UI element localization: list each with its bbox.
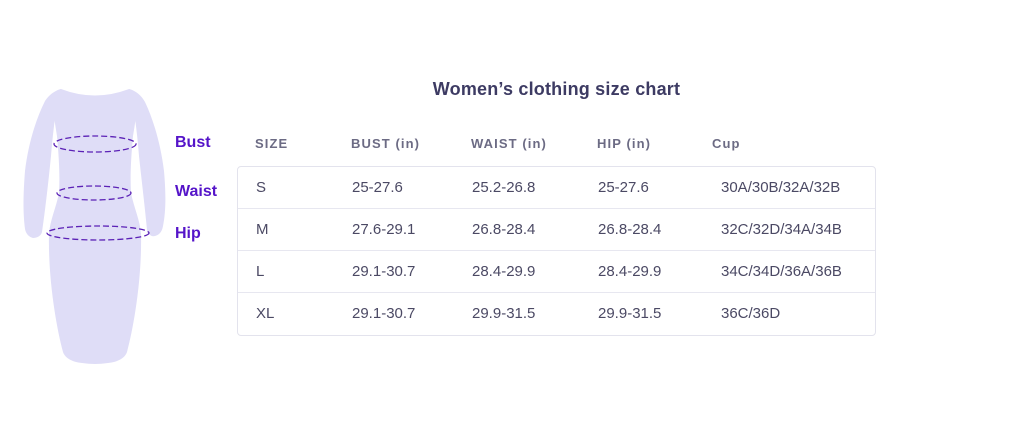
dress-right-sleeve-shape <box>129 89 166 237</box>
hip-label: Hip <box>175 225 201 242</box>
cell-bust: 29.1-30.7 <box>352 263 416 280</box>
column-header-cup: Cup <box>712 136 741 151</box>
waist-measure-line <box>56 185 132 201</box>
table-row-m: M 27.6-29.1 26.8-28.4 26.8-28.4 32C/32D/… <box>238 209 875 251</box>
cell-waist: 28.4-29.9 <box>472 263 536 280</box>
column-header-bust: BUST (in) <box>351 136 421 151</box>
cell-waist: 25.2-26.8 <box>472 179 536 196</box>
dress-left-sleeve-shape <box>23 89 61 238</box>
dress-illustration <box>23 89 166 364</box>
cell-waist: 26.8-28.4 <box>472 221 536 238</box>
hip-measure-line <box>46 225 150 241</box>
cell-size: L <box>256 263 265 280</box>
cell-cup: 36C/36D <box>721 305 781 322</box>
column-header-hip: HIP (in) <box>597 136 652 151</box>
table-header-row: SIZE BUST (in) WAIST (in) HIP (in) Cup <box>237 136 876 152</box>
table-row-xl: XL 29.1-30.7 29.9-31.5 29.9-31.5 36C/36D <box>238 293 875 335</box>
waist-label: Waist <box>175 183 218 200</box>
cell-hip: 25-27.6 <box>598 179 649 196</box>
dress-figure: Bust Waist Hip <box>20 86 220 376</box>
bust-measure-line <box>53 135 137 153</box>
cell-waist: 29.9-31.5 <box>472 305 536 322</box>
cell-cup: 30A/30B/32A/32B <box>721 179 841 196</box>
cell-hip: 26.8-28.4 <box>598 221 662 238</box>
cell-size: M <box>256 221 269 238</box>
table-row-s: S 25-27.6 25.2-26.8 25-27.6 30A/30B/32A/… <box>238 167 875 209</box>
size-table: S 25-27.6 25.2-26.8 25-27.6 30A/30B/32A/… <box>237 166 876 336</box>
cell-size: S <box>256 179 267 196</box>
cell-bust: 27.6-29.1 <box>352 221 416 238</box>
cell-hip: 28.4-29.9 <box>598 263 662 280</box>
page-title: Women’s clothing size chart <box>432 79 681 99</box>
cell-hip: 29.9-31.5 <box>598 305 662 322</box>
table-row-l: L 29.1-30.7 28.4-29.9 28.4-29.9 34C/34D/… <box>238 251 875 293</box>
column-header-waist: WAIST (in) <box>471 136 547 151</box>
cell-bust: 29.1-30.7 <box>352 305 416 322</box>
cell-bust: 25-27.6 <box>352 179 403 196</box>
cell-cup: 32C/32D/34A/34B <box>721 221 842 238</box>
bust-label: Bust <box>175 134 211 151</box>
column-header-size: SIZE <box>255 136 289 151</box>
cell-size: XL <box>256 305 275 322</box>
cell-cup: 34C/34D/36A/36B <box>721 263 842 280</box>
